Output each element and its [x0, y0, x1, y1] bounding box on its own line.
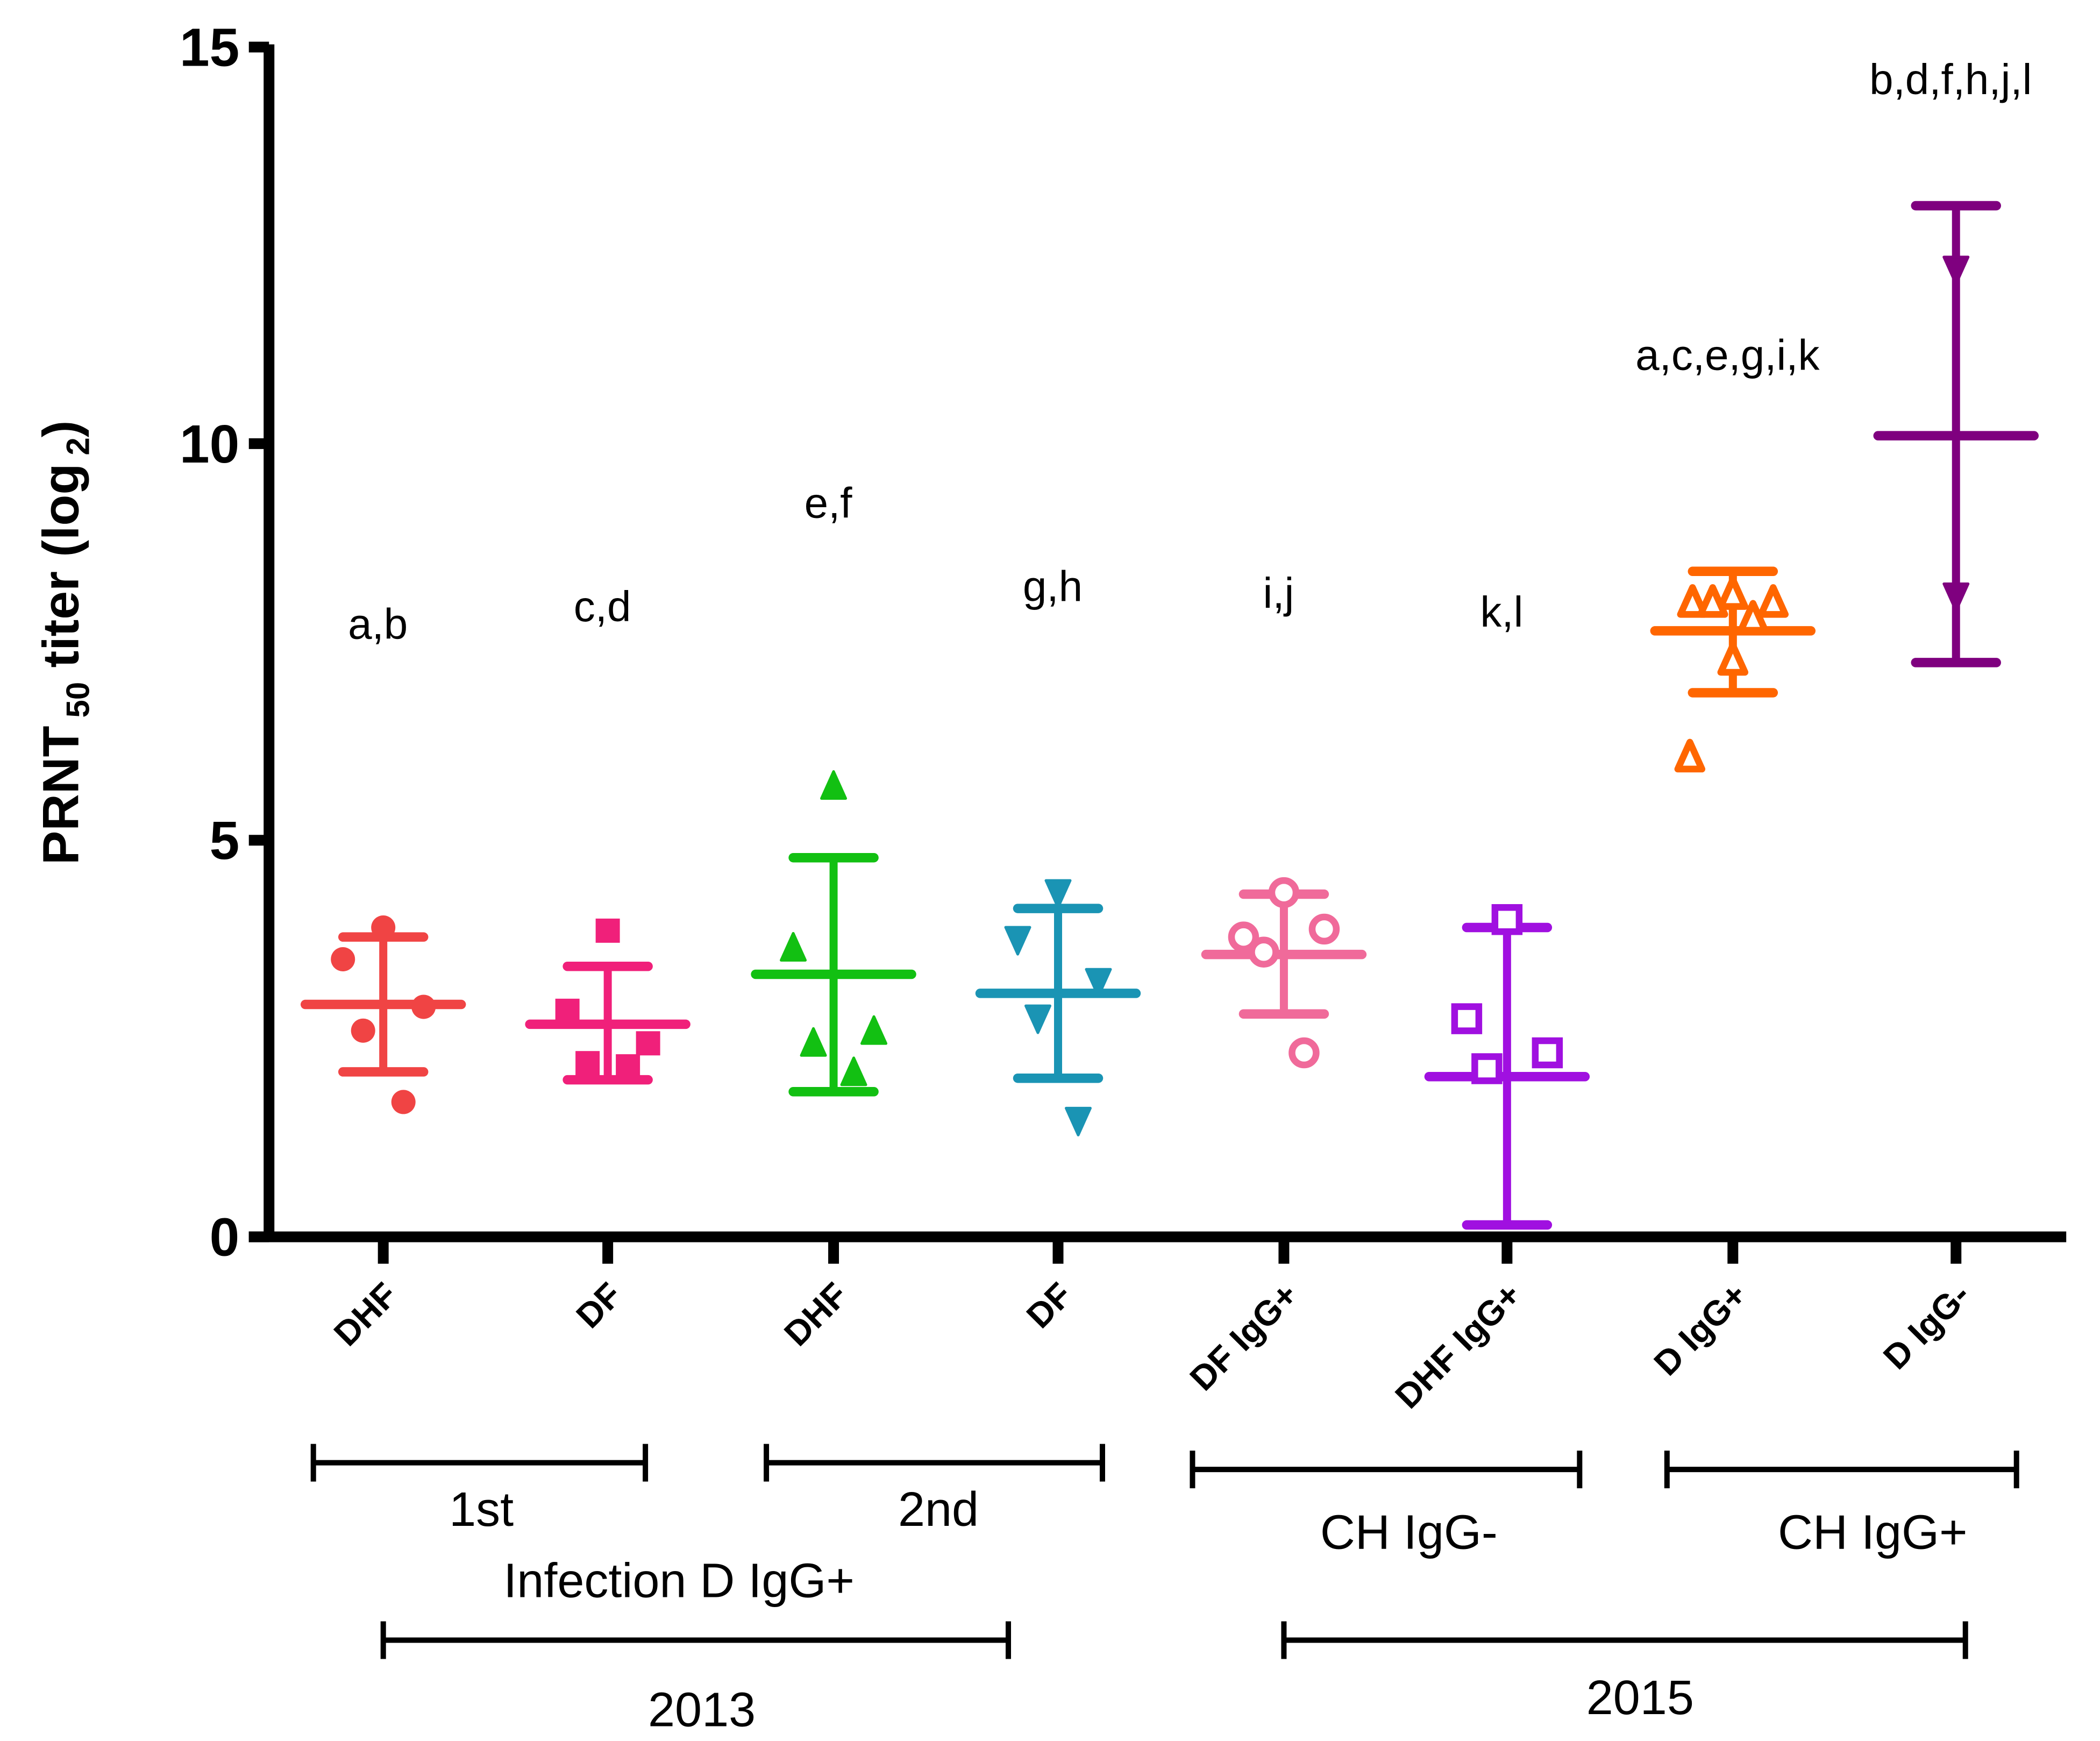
- y-axis-label: PRNT50 titer (log2): [32, 421, 96, 865]
- y-tick-label: 10: [180, 414, 239, 474]
- group-label-2nd: 2nd: [898, 1483, 979, 1537]
- data-point: [1677, 584, 1709, 618]
- series-3: g,h: [975, 562, 1141, 1136]
- data-point: [1942, 582, 1970, 613]
- data-point: [1942, 255, 1970, 286]
- data-point: [1717, 576, 1749, 610]
- x-tick-label: DHF IgG+: [1387, 1275, 1528, 1416]
- series-2: e,f: [751, 479, 916, 1097]
- data-point: [1024, 1004, 1051, 1034]
- data-point: [780, 932, 807, 962]
- data-point: [636, 1031, 660, 1056]
- significance-annotation: g,h: [1023, 562, 1083, 610]
- data-point: [595, 918, 620, 943]
- x-tick-label: DHF: [777, 1275, 855, 1353]
- data-point: [1491, 904, 1523, 935]
- x-tick-label: DF: [568, 1275, 629, 1335]
- data-point: [1064, 1106, 1092, 1136]
- data-point: [840, 1056, 867, 1086]
- x-tick-label: D IgG+: [1646, 1275, 1754, 1383]
- group-label-2013: 2013: [648, 1683, 756, 1737]
- bracket-ch-igg-neg: [1190, 1451, 1583, 1489]
- data-point: [1717, 642, 1749, 676]
- data-point: [1268, 877, 1300, 908]
- data-point: [820, 770, 848, 800]
- data-point: [391, 1090, 416, 1114]
- data-point: [1471, 1053, 1503, 1084]
- series-6: a,c,e,g,i,k: [1635, 331, 1820, 773]
- data-point: [616, 1054, 640, 1079]
- data-point: [1044, 879, 1072, 909]
- x-tick-label: D IgG-: [1876, 1275, 1977, 1376]
- data-point: [1308, 913, 1340, 945]
- bracket-2nd: [764, 1444, 1105, 1482]
- data-point: [1738, 600, 1769, 634]
- significance-annotation: k,l: [1480, 588, 1523, 636]
- group-label-infection: Infection D IgG+: [503, 1554, 855, 1608]
- data-point: [371, 915, 396, 940]
- series-1: c,d: [525, 582, 690, 1085]
- significance-annotation: e,f: [805, 479, 853, 527]
- y-tick-label: 5: [210, 811, 240, 871]
- data-point: [800, 1027, 827, 1057]
- data-point: [555, 998, 580, 1023]
- significance-annotation: a,c,e,g,i,k: [1635, 331, 1820, 379]
- data-point: [1757, 584, 1789, 618]
- x-tick-label: DF: [1019, 1275, 1080, 1335]
- data-point: [1289, 1037, 1320, 1069]
- data-point: [1004, 926, 1031, 956]
- series-5: k,l: [1424, 588, 1590, 1230]
- series-0: a,b: [300, 600, 466, 1114]
- data-point: [1085, 968, 1112, 998]
- data-point: [575, 1051, 600, 1076]
- data-point: [351, 1018, 375, 1043]
- significance-annotation: b,d,f,h,j,l: [1869, 55, 2032, 103]
- series-4: i,j: [1201, 569, 1367, 1069]
- significance-annotation: i,j: [1263, 569, 1294, 617]
- significance-annotation: c,d: [574, 582, 631, 630]
- bracket-2013: [380, 1621, 1012, 1659]
- data-point: [1248, 936, 1279, 968]
- series-7: b,d,f,h,j,l: [1869, 55, 2039, 667]
- data-point: [331, 947, 355, 971]
- y-tick-label: 0: [210, 1207, 240, 1268]
- bracket-1st: [310, 1444, 649, 1482]
- significance-annotation: a,b: [348, 600, 408, 648]
- data-point: [1228, 921, 1259, 953]
- bracket-2015: [1281, 1621, 1968, 1659]
- group-brackets: [310, 1444, 2019, 1659]
- group-label-1st: 1st: [449, 1483, 514, 1537]
- data-point: [1674, 738, 1706, 773]
- x-tick-label: DF IgG+: [1182, 1275, 1305, 1398]
- axes: [248, 44, 2067, 1242]
- data-point: [1532, 1037, 1563, 1069]
- group-label-ch-igg-pos: CH IgG+: [1778, 1506, 1968, 1560]
- group-label-2015: 2015: [1586, 1671, 1694, 1725]
- data-point: [1451, 1003, 1483, 1034]
- group-label-ch-igg-neg: CH IgG-: [1320, 1506, 1498, 1560]
- x-tick-label: DHF: [326, 1275, 405, 1353]
- y-tick-label: 15: [180, 17, 239, 77]
- data-point: [860, 1015, 888, 1045]
- data-point: [1697, 584, 1728, 618]
- bracket-ch-igg-pos: [1664, 1451, 2019, 1489]
- data-point: [411, 994, 436, 1019]
